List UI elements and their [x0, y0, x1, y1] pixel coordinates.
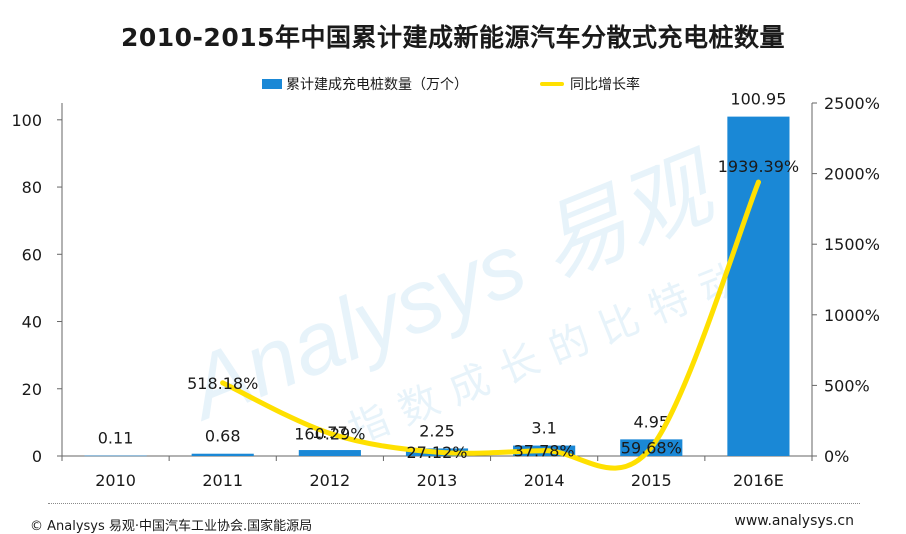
legend-label-bar: 累计建成充电桩数量（万个） — [286, 77, 468, 93]
x-tick-label: 2012 — [309, 471, 350, 490]
y-right-tick-label: 1000% — [824, 306, 880, 325]
x-tick-label: 2013 — [417, 471, 458, 490]
website-url: www.analysys.cn — [734, 513, 854, 529]
chart-title: 2010-2015年中国累计建成新能源汽车分散式充电桩数量 — [120, 23, 786, 52]
y-left-tick-label: 40 — [22, 313, 42, 332]
bar — [84, 455, 147, 457]
y-left-tick-label: 20 — [22, 380, 42, 399]
line-point — [648, 445, 654, 451]
line-point — [541, 448, 547, 454]
y-right-tick-label: 0% — [824, 447, 849, 466]
bar — [298, 450, 361, 456]
line-point — [434, 449, 440, 455]
bar — [727, 116, 790, 456]
legend-item-line: 同比增长率 — [540, 74, 640, 94]
y-left-tick-label: 0 — [32, 447, 42, 466]
line-point — [220, 380, 226, 386]
legend-label-line: 同比增长率 — [570, 77, 640, 93]
y-left-tick-label: 100 — [11, 111, 42, 130]
y-left-tick-label: 60 — [22, 245, 42, 264]
y-right-tick-label: 2000% — [824, 165, 880, 184]
x-tick-label: 2016E — [733, 471, 784, 490]
x-tick-label: 2010 — [95, 471, 136, 490]
legend-swatch-line — [540, 82, 564, 86]
y-right-tick-label: 2500% — [824, 94, 880, 113]
bar-value-label: 4.95 — [633, 412, 669, 431]
y-right-tick-label: 500% — [824, 376, 870, 395]
bar — [191, 453, 254, 456]
y-right-tick-label: 1500% — [824, 235, 880, 254]
line-point — [327, 430, 333, 436]
y-left-tick-label: 80 — [22, 178, 42, 197]
line-value-label: 59.68% — [621, 439, 682, 458]
line-value-label: 37.78% — [514, 442, 575, 461]
bar-value-label: 3.1 — [531, 419, 556, 438]
bar-value-label: 2.25 — [419, 421, 455, 440]
bar-value-label: 0.11 — [98, 429, 134, 448]
line-value-label: 1939.39% — [718, 157, 799, 176]
footer-divider — [48, 503, 860, 504]
legend-item-bar: 累计建成充电桩数量（万个） — [262, 74, 468, 94]
bar-value-label: 100.95 — [730, 90, 786, 109]
x-tick-label: 2015 — [631, 471, 672, 490]
line-value-label: 27.12% — [406, 443, 467, 462]
legend-swatch-bar — [262, 79, 282, 89]
x-tick-label: 2014 — [524, 471, 565, 490]
legend: 累计建成充电桩数量（万个） 同比增长率 — [0, 74, 906, 94]
x-tick-label: 2011 — [202, 471, 243, 490]
line-value-label: 160.29% — [294, 424, 365, 443]
line-value-label: 518.18% — [187, 374, 258, 393]
bar-value-label: 0.68 — [205, 427, 241, 446]
line-point — [755, 179, 761, 185]
source-note: © Analysys 易观·中国汽车工业协会.国家能源局 — [30, 519, 313, 534]
